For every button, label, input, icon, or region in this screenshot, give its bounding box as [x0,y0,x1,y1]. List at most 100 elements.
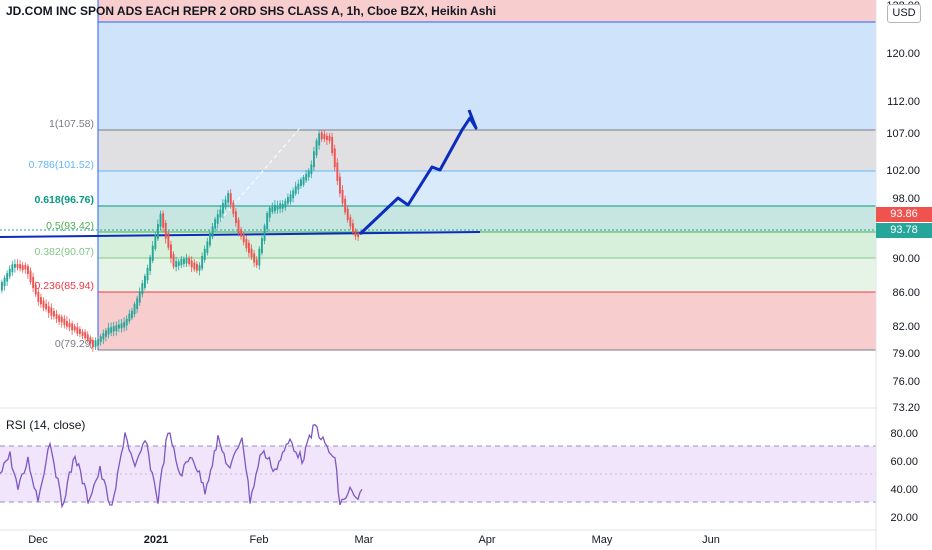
time-label: Jun [702,534,720,546]
candle-body [287,197,289,204]
candle-body [27,266,29,274]
fib-label-05: 0.5(93.42) [46,220,94,232]
candle-body [112,326,115,332]
candle-body [19,264,22,269]
candle-body [284,200,287,208]
candle-body [289,194,292,202]
price-tick: 82.00 [892,321,920,333]
candle-body [313,151,315,168]
candle-body [32,276,35,288]
price-axis[interactable]: 128.00 120.00 112.00 107.00 102.00 98.00… [875,0,920,550]
candle-body [29,270,32,282]
candle-body [136,298,139,310]
candle-body [305,173,308,181]
candle-body [237,219,240,234]
candle-body [253,253,256,263]
candle-body [146,267,149,281]
candle-body [242,234,245,243]
candle-body [24,265,27,270]
rsi-pane [0,407,876,509]
candle-body [268,207,271,218]
candle-body [172,254,175,267]
price-tick: 79.00 [892,348,920,360]
candle-body [115,325,118,332]
price-tick: 86.00 [892,287,920,299]
candle-body [240,229,243,237]
candle-body [183,258,185,265]
fib-trend-dash [209,127,301,233]
candle-body [97,339,100,346]
candle-body [1,282,3,291]
rsi-tick: 60.00 [890,456,918,468]
time-label: Mar [355,534,374,546]
candle-body [328,135,331,141]
candle-body [344,198,347,213]
candle-body [55,313,58,319]
candle-body [89,337,92,344]
candle-body [177,261,180,267]
candle-body [201,255,204,269]
candles [1,129,360,352]
candle-body [185,257,188,264]
candle-body [180,258,183,266]
candle-body [297,183,300,190]
time-label: 2021 [144,534,168,546]
candle-body [232,202,235,214]
candle-body [159,213,162,227]
candle-body [131,310,133,319]
candle-body [294,186,297,194]
candle-body [209,233,211,246]
candle-body [118,324,120,329]
candle-body [84,331,87,339]
candle-body [211,226,214,238]
candle-body [99,336,102,342]
candle-body [271,206,274,212]
candle-body [341,189,344,204]
candle-body [151,245,154,261]
candle-body [79,329,81,334]
current-price-tag: 93.78 [876,223,932,238]
candle-body [11,264,14,273]
candle-body [141,283,144,295]
candle-body [138,291,141,303]
candle-body [92,340,94,348]
candle-body [258,248,261,266]
support-line[interactable] [0,231,481,238]
candle-body [276,205,279,210]
price-tick: 112.00 [887,96,920,108]
candle-body [34,284,37,295]
rsi-title: RSI (14, close) [6,418,86,432]
candle-body [3,277,6,287]
candle-body [47,306,50,313]
candle-body [157,224,159,239]
candle-body [14,264,16,268]
candle-body [318,133,321,146]
time-label: Apr [478,534,495,546]
candle-body [219,209,222,218]
candle-body [123,321,126,328]
candle-body [274,204,276,212]
candle-body [102,333,105,340]
projection-path[interactable] [358,109,478,236]
currency-button[interactable]: USD [887,4,921,23]
time-axis[interactable]: Dec 2021 Feb Mar Apr May Jun [0,529,876,546]
candle-body [196,263,198,271]
candle-body [357,233,360,238]
candle-body [331,137,334,154]
fib-label-0618: 0.618(96.76) [34,194,94,206]
candle-body [261,238,263,254]
price-tick: 73.20 [892,402,920,414]
time-label: Dec [28,534,48,546]
candle-body [222,203,224,214]
candle-body [81,331,84,337]
candle-body [63,318,66,326]
candle-body [193,262,196,270]
candle-body [245,238,248,249]
time-label: May [592,534,613,546]
candle-body [198,265,201,271]
candle-body [107,327,110,335]
candle-body [307,170,310,178]
candle-body [45,303,48,310]
rsi-line [0,423,363,509]
